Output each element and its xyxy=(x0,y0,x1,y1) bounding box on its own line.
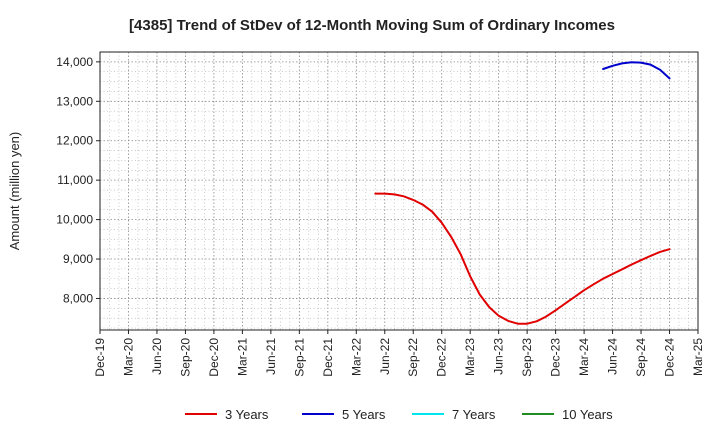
y-axis-ticks: 8,000 9,000 10,000 11,000 12,000 13,000 14,000 xyxy=(56,55,100,305)
x-tick-label: Mar-24 xyxy=(577,338,591,376)
legend: 3 Years 5 Years 7 Years 10 Years xyxy=(185,407,613,422)
series-layer xyxy=(374,61,671,325)
x-tick-label: Dec-21 xyxy=(321,338,335,377)
y-tick-label: 13,000 xyxy=(56,94,93,108)
plot-area xyxy=(100,52,698,330)
y-tick-label: 14,000 xyxy=(56,55,93,69)
legend-item: 7 Years xyxy=(412,407,496,422)
x-tick-label: Sep-21 xyxy=(292,338,306,377)
x-tick-label: Jun-22 xyxy=(378,338,392,375)
y-tick-label: 9,000 xyxy=(63,252,93,266)
legend-label: 5 Years xyxy=(342,407,386,422)
y-axis-title: Amount (million yen) xyxy=(7,132,22,251)
x-tick-label: Dec-23 xyxy=(549,338,563,377)
x-tick-label: Mar-22 xyxy=(349,338,363,376)
series-line-3-years xyxy=(374,192,671,325)
x-tick-label: Mar-20 xyxy=(121,338,135,376)
legend-label: 3 Years xyxy=(225,407,269,422)
x-tick-label: Sep-20 xyxy=(178,338,192,377)
x-tick-label: Mar-23 xyxy=(463,338,477,376)
x-tick-label: Sep-23 xyxy=(520,338,534,377)
x-tick-label: Jun-21 xyxy=(264,338,278,375)
x-tick-label: Jun-20 xyxy=(150,338,164,375)
y-tick-label: 12,000 xyxy=(56,134,93,148)
x-tick-label: Mar-25 xyxy=(691,338,705,376)
x-axis-ticks: Dec-19 Mar-20 Jun-20 Sep-20 Dec-20 Mar-21 Jun-… xyxy=(93,330,705,377)
legend-label: 7 Years xyxy=(452,407,496,422)
y-tick-label: 10,000 xyxy=(56,213,93,227)
series-line-5-years xyxy=(602,61,671,80)
legend-item: 5 Years xyxy=(302,407,386,422)
x-tick-label: Sep-24 xyxy=(634,338,648,377)
legend-item: 3 Years xyxy=(185,407,269,422)
x-tick-label: Sep-22 xyxy=(406,338,420,377)
x-tick-label: Dec-19 xyxy=(93,338,107,377)
x-tick-label: Dec-20 xyxy=(207,338,221,377)
x-tick-label: Dec-22 xyxy=(435,338,449,377)
x-tick-label: Jun-24 xyxy=(606,338,620,375)
plot-border xyxy=(99,51,699,331)
x-tick-label: Dec-24 xyxy=(663,338,677,377)
x-tick-label: Jun-23 xyxy=(492,338,506,375)
legend-item: 10 Years xyxy=(522,407,613,422)
chart-title: [4385] Trend of StDev of 12-Month Moving… xyxy=(129,17,615,34)
x-tick-label: Mar-21 xyxy=(235,338,249,376)
y-tick-label: 11,000 xyxy=(57,173,93,187)
grid-lines xyxy=(99,51,699,330)
legend-label: 10 Years xyxy=(562,407,613,422)
y-tick-label: 8,000 xyxy=(63,291,93,305)
